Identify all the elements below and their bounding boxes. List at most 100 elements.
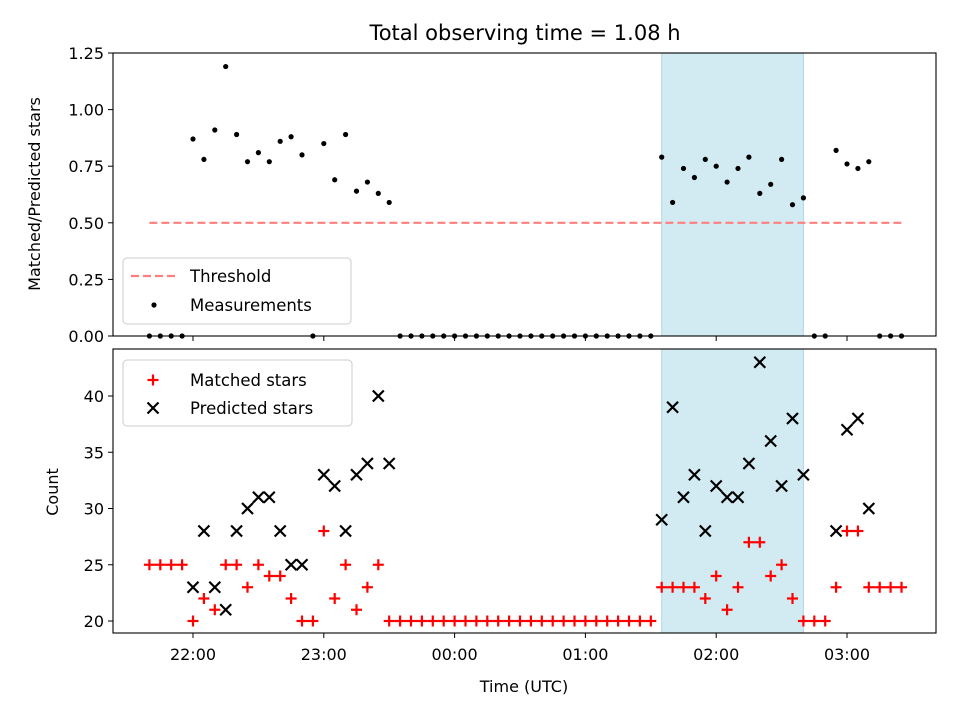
predicted-star-point [197, 524, 211, 538]
top-legend-box [122, 257, 352, 325]
x-tick-label: 23:00 [301, 645, 347, 664]
predicted-marker-b [764, 434, 777, 448]
predicted-star-point [709, 479, 723, 493]
measurement-point [277, 138, 283, 144]
predicted-marker-b [317, 468, 331, 482]
top-y-tick-label: 1.25 [68, 44, 104, 63]
matched-star-point [220, 559, 232, 571]
measurement-point [670, 199, 676, 206]
predicted-marker-b [219, 603, 232, 617]
matched-star-point [797, 615, 809, 627]
predicted-marker-b [753, 355, 767, 369]
matched-star-point [307, 615, 319, 627]
predicted-marker-b [361, 457, 374, 470]
predicted-star-point [742, 457, 756, 470]
matched-star-point [416, 615, 428, 627]
bottom-y-axis-label: Count [43, 468, 62, 516]
matched-star-point [503, 615, 515, 627]
predicted-marker-b [197, 524, 211, 538]
matched-star-point [623, 615, 635, 627]
top-axes-frame [112, 52, 937, 337]
matched-star-point [688, 581, 700, 593]
predicted-star-point [273, 524, 287, 538]
predicted-star-point [840, 423, 854, 437]
bottom-axes-frame [112, 348, 937, 634]
matched-star-point [394, 615, 406, 627]
predicted-marker-b [230, 524, 243, 538]
predicted-marker-b [862, 502, 876, 515]
measurement-point [266, 159, 272, 165]
predicted-marker-b [742, 457, 756, 470]
matched-star-point [165, 559, 177, 571]
predicted-marker-b [372, 389, 385, 403]
measurement-point [190, 136, 196, 142]
predicted-star-point [361, 457, 374, 470]
matched-star-point [863, 581, 875, 593]
legend-matched-label: Matched stars [190, 371, 307, 390]
measurement-point [255, 150, 261, 156]
top-y-tick-label: 0.00 [68, 327, 104, 346]
predicted-marker-b [797, 468, 810, 482]
measurement-point [735, 165, 741, 172]
measurement-point [855, 165, 861, 172]
predicted-star-point [753, 355, 767, 369]
predicted-marker-b [328, 479, 341, 493]
bottom-y-tick-label: 20 [84, 612, 104, 631]
predicted-star-point [230, 524, 243, 538]
predicted-star-point [252, 490, 265, 504]
predicted-marker-b [273, 524, 287, 538]
measurement-point [833, 147, 839, 153]
predicted-marker-b [786, 412, 799, 425]
predicted-marker-b [295, 558, 309, 572]
measurement-point [353, 188, 360, 194]
measurement-point [288, 134, 294, 140]
measurement-point [713, 163, 719, 169]
measurement-point [343, 131, 349, 138]
measurement-point [724, 179, 730, 185]
predicted-star-point [699, 524, 712, 538]
matched-star-point [808, 615, 820, 627]
measurement-point [244, 159, 251, 165]
predicted-star-point [775, 479, 788, 493]
top-y-axis-label: Matched/Predicted stars [25, 97, 44, 291]
x-tick-label: 03:00 [824, 645, 870, 664]
matched-star-point [787, 593, 798, 604]
measurement-point [691, 174, 698, 181]
matched-star-point [569, 615, 580, 627]
matched-star-point [383, 615, 395, 627]
predicted-star-point [263, 490, 276, 504]
matched-star-point [242, 581, 253, 593]
bottom-legend-box [122, 359, 353, 427]
predicted-star-point [829, 524, 843, 538]
legend-predicted-label: Predicted stars [190, 399, 313, 418]
predicted-star-point [797, 468, 810, 482]
predicted-marker-b [655, 513, 668, 527]
matched-star-point [198, 593, 210, 604]
matched-star-point [231, 559, 243, 571]
x-tick-label: 02:00 [693, 645, 739, 664]
matched-star-point [765, 570, 777, 582]
top-y-tick-label: 0.25 [68, 270, 104, 289]
predicted-star-point [372, 389, 385, 403]
legend-measurements-swatch [151, 302, 157, 308]
predicted-star-point [764, 434, 777, 448]
measurement-point [789, 202, 796, 208]
chart-title: Total observing time = 1.08 h [368, 21, 680, 45]
measurement-point [746, 154, 752, 160]
predicted-marker-b [186, 580, 200, 594]
predicted-star-point [295, 558, 309, 572]
matched-star-point [656, 581, 668, 593]
predicted-marker-b [284, 558, 298, 572]
matched-star-point [372, 559, 384, 571]
x-tick-label: 01:00 [562, 645, 608, 664]
predicted-star-point [339, 524, 352, 538]
matched-star-point [187, 615, 199, 627]
matched-star-point [351, 604, 362, 616]
matched-star-point [176, 559, 188, 571]
predicted-star-point [862, 502, 876, 515]
bottom-y-tick-label: 30 [84, 500, 104, 519]
predicted-star-point [186, 580, 200, 594]
matched-star-point [449, 615, 461, 627]
matched-star-point [754, 536, 766, 548]
measurement-point [768, 181, 774, 187]
